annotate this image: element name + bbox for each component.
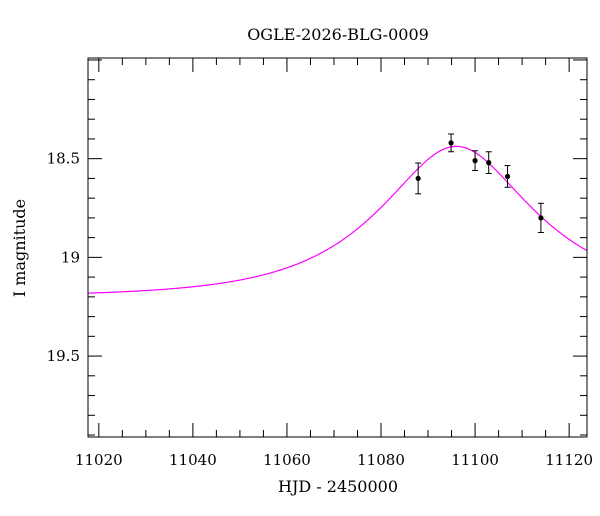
y-axis-label: I magnitude xyxy=(10,199,29,297)
x-tick-label: 11060 xyxy=(263,451,311,469)
data-point xyxy=(485,151,492,174)
y-tick-label: 19.5 xyxy=(47,347,80,365)
data-marker xyxy=(472,158,478,164)
y-tick-label: 19 xyxy=(61,248,80,266)
data-marker xyxy=(448,140,454,146)
axes: 11020 11040 11060 11080 11100 11120 18.5 19 19.5 xyxy=(47,58,593,469)
x-tick-label: 11100 xyxy=(451,451,499,469)
x-tick-label: 11080 xyxy=(357,451,405,469)
data-point xyxy=(472,150,479,172)
data-point xyxy=(504,165,511,188)
x-tick-label: 11020 xyxy=(75,451,123,469)
plot-frame xyxy=(87,57,588,438)
data-point xyxy=(415,162,422,195)
data-marker xyxy=(415,175,421,182)
y-tick-label: 18.5 xyxy=(47,150,80,168)
data-point xyxy=(537,202,544,233)
chart-title: OGLE-2026-BLG-0009 xyxy=(247,25,429,44)
model-curve xyxy=(87,145,587,294)
data-marker xyxy=(486,160,492,166)
x-axis-label: HJD - 2450000 xyxy=(278,477,398,496)
x-tick-label: 11040 xyxy=(169,451,217,469)
plot-marks xyxy=(87,133,587,294)
data-marker xyxy=(538,215,544,221)
x-tick-label: 11120 xyxy=(545,451,593,469)
data-marker xyxy=(504,173,511,180)
data-point xyxy=(448,133,455,153)
